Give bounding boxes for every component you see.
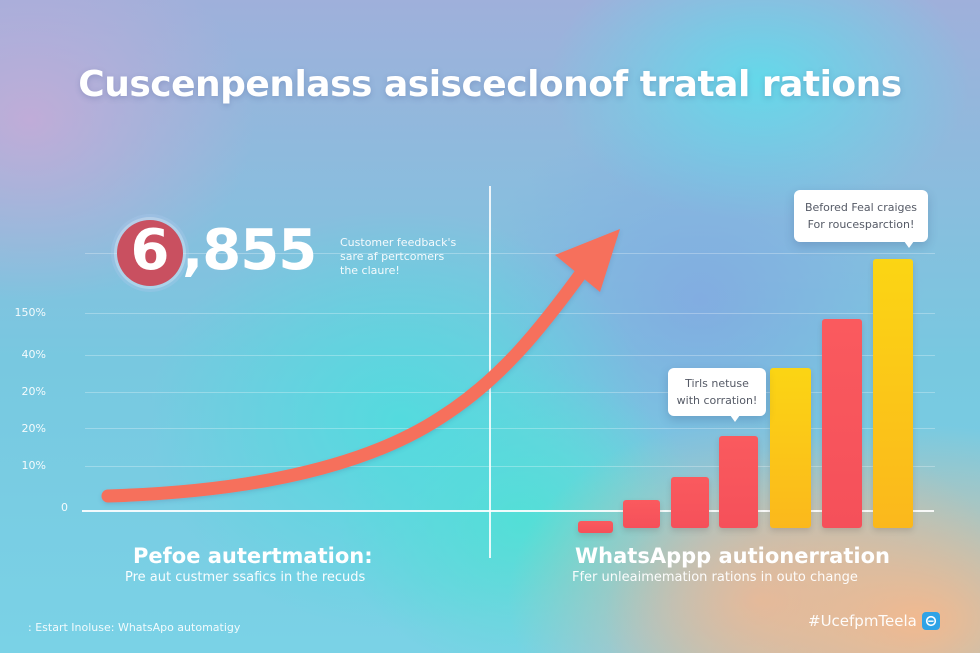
bar-1: [578, 521, 613, 533]
left-section-subtitle: Pre aut custmer ssafics in the recuds: [125, 570, 366, 585]
stat-highlight-circle: [117, 220, 183, 286]
y-tick-label: 20%: [21, 422, 46, 435]
bar-7: [873, 259, 913, 528]
stat-caption: Customer feedback's sare af pertcomers t…: [340, 236, 480, 278]
callout-line: Befored Feal craiges: [804, 201, 918, 214]
stat-highlight-digit: 6: [130, 218, 170, 283]
stat-caption-line: the claure!: [340, 264, 400, 277]
stat-caption-line: Customer feedback's: [340, 236, 457, 249]
bar-6: [822, 319, 862, 528]
y-tick-label: 20%: [21, 385, 46, 398]
callout-line: Tirls netuse: [685, 377, 749, 390]
callout-line: with corration!: [676, 394, 758, 407]
bar-2: [623, 500, 660, 528]
right-section-caption: WhatsAppp autionerration Ffer unleaimema…: [572, 544, 902, 585]
gridline: [85, 428, 935, 429]
footer-hashtag[interactable]: #UcefpmTeela: [808, 612, 917, 630]
brand-icon: [921, 612, 940, 630]
callout-middle: Tirls netuse with corration!: [668, 368, 766, 422]
gridline: [85, 392, 935, 393]
footer-brand[interactable]: #UcefpmTeela: [808, 612, 940, 630]
stat-value: ,855: [182, 218, 317, 283]
bar-4: [719, 436, 758, 528]
bar-5: [770, 368, 811, 528]
gridline: [85, 253, 935, 254]
callout-top: Befored Feal craiges For roucesparction!: [794, 190, 928, 248]
page-title: Cuscenpenlass asisceclonof tratal ration…: [78, 64, 902, 105]
right-section-title: WhatsAppp autionerration: [575, 544, 890, 568]
y-tick-label: 10%: [21, 459, 46, 472]
y-tick-label: 40%: [21, 348, 46, 361]
x-axis-baseline: [82, 510, 934, 512]
y-tick-label: 0: [61, 501, 68, 514]
footer-note: : Estart Inoluse: WhatsApo automatigy: [28, 621, 241, 634]
callout-line: For roucesparction!: [807, 218, 915, 231]
gridline: [85, 466, 935, 467]
left-section-caption: Pefoe autertmation: Pre aut custmer ssaf…: [100, 544, 400, 585]
stat-caption-line: sare af pertcomers: [340, 250, 445, 263]
gridline: [85, 313, 935, 314]
bar-3: [671, 477, 709, 528]
left-section-title: Pefoe autertmation:: [133, 544, 373, 568]
right-section-subtitle: Ffer unleaimemation rations in outo chan…: [572, 570, 858, 585]
y-tick-label: 150%: [14, 306, 46, 319]
